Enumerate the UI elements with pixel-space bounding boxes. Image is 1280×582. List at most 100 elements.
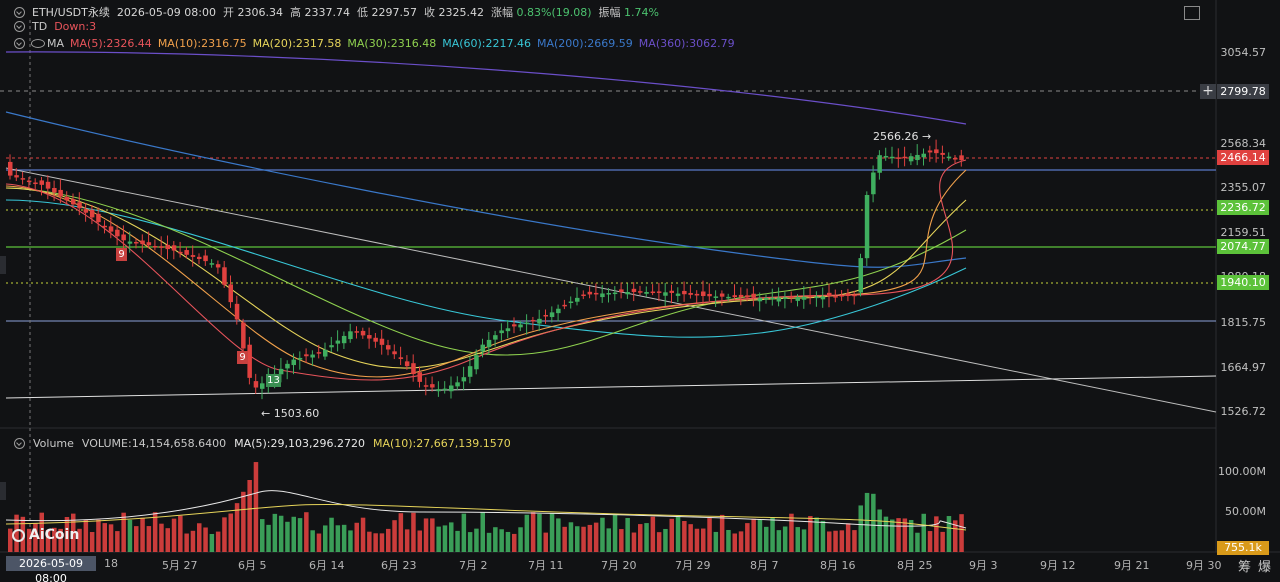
ma60-line [5, 199, 967, 338]
candle-body [398, 357, 404, 359]
logo-text: AiCoin [29, 527, 80, 543]
candle-body [871, 172, 876, 195]
candle-body [430, 384, 435, 388]
candle-body [530, 319, 536, 322]
candle-body [215, 264, 221, 268]
volume-bar [26, 528, 32, 552]
volume-bar [688, 524, 693, 552]
volume-bar [782, 526, 788, 552]
candle-body [234, 303, 240, 320]
candle-body [902, 156, 908, 159]
volume-bar [940, 531, 945, 552]
volume-bar [908, 519, 914, 552]
candle-body [927, 150, 933, 153]
trend-line [5, 375, 1217, 399]
collapse-icon[interactable] [14, 6, 25, 18]
candle-body [184, 250, 189, 255]
volume-bar [864, 492, 870, 552]
time-axis-label: 6月 5 [238, 559, 267, 572]
candle-body [795, 297, 800, 301]
volume-bar [751, 518, 756, 552]
volume-axis-100m: 100.00M [1218, 465, 1266, 478]
volume-bar [71, 513, 76, 552]
volume-bar [404, 529, 410, 552]
candle-body [71, 199, 76, 205]
volume-bar [436, 526, 441, 552]
volume-bar [423, 518, 429, 552]
candle-body [480, 344, 485, 352]
volume-bar [896, 518, 901, 552]
collapse-icon[interactable] [14, 38, 25, 49]
volume-bar [247, 480, 252, 552]
candle-body [77, 202, 82, 209]
candle-body [310, 354, 315, 358]
candle-body [146, 242, 152, 246]
volume-bar [8, 528, 13, 552]
volume-bar [386, 528, 391, 552]
liquidation-button[interactable]: 爆 [1258, 560, 1272, 575]
candle-body [442, 388, 448, 391]
volume-bar [64, 516, 70, 552]
add-alert-icon[interactable]: + [1200, 84, 1216, 99]
volume-bar [45, 529, 51, 552]
low-annotation: ← 1503.60 [261, 407, 320, 420]
volume-ma5-line [5, 490, 967, 529]
volume-bar [820, 520, 826, 552]
td-label: TD [32, 20, 48, 33]
high-value: 2337.74 [304, 6, 351, 19]
volume-bar [902, 518, 908, 552]
time-axis-label: 9月 12 [1040, 559, 1076, 572]
volume-bar [934, 516, 939, 552]
left-panel-handle[interactable] [0, 256, 6, 274]
candle-body [108, 226, 114, 232]
price-axis-label: 2159.51 [1220, 226, 1267, 239]
candle-body [808, 295, 813, 298]
candle-body [297, 357, 303, 360]
candle-body [556, 308, 561, 314]
left-panel-handle-2[interactable] [0, 482, 6, 500]
candle-body [694, 293, 700, 296]
volume-bar [108, 524, 114, 552]
candle-body [688, 292, 693, 295]
volume-bar [360, 517, 366, 552]
aicoin-logo-icon [12, 528, 25, 542]
ma-value: MA(5):2326.44 [70, 37, 152, 50]
volume-bar [121, 512, 126, 552]
collapse-icon[interactable] [14, 21, 25, 32]
volume-bar [215, 531, 221, 552]
volume-bar [266, 524, 271, 552]
volume-bar [316, 533, 322, 552]
candle-body [455, 382, 460, 387]
volume-bar [877, 509, 882, 552]
candle-body [203, 255, 208, 262]
visibility-icon[interactable] [31, 39, 45, 48]
volume-bar [505, 531, 511, 552]
candle-body [329, 345, 334, 348]
volume-bar [297, 518, 303, 552]
volume-bar [562, 526, 567, 552]
volume-bar [467, 532, 473, 552]
volume-bar [852, 530, 857, 552]
volume-bar [341, 524, 347, 552]
volume-bar [461, 513, 467, 552]
volume-bar [373, 533, 378, 552]
candle-body [921, 153, 926, 158]
candle-body [782, 297, 788, 299]
chips-button[interactable]: 筹 [1238, 560, 1252, 575]
volume-bar [858, 505, 863, 552]
volume-ma10-line [5, 503, 967, 531]
candle-body [417, 372, 422, 382]
time-axis-label: 7月 2 [459, 559, 488, 572]
volume-bar [839, 530, 845, 552]
volume-bar [152, 512, 158, 552]
fullscreen-icon[interactable] [1184, 6, 1200, 20]
candle-body [411, 363, 416, 374]
candle-body [260, 383, 265, 389]
candle-body [770, 297, 775, 300]
volume-bar [537, 513, 542, 552]
collapse-icon[interactable] [14, 438, 25, 449]
candle-body [197, 256, 202, 259]
td-marker: 9 [116, 248, 127, 261]
candle-body [171, 245, 177, 251]
